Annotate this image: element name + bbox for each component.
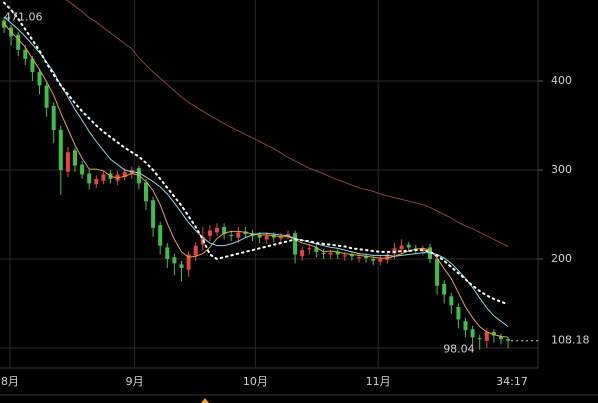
x-tick-label: 10月 — [243, 375, 268, 388]
candle-body — [44, 85, 49, 108]
min-label: 98.04 — [443, 343, 475, 356]
candle-body — [73, 150, 77, 166]
candle-body — [470, 329, 475, 338]
moving-average-line — [3, 16, 509, 328]
candle-body — [484, 331, 489, 341]
y-tick-label: 400 — [551, 74, 572, 87]
candle-body — [321, 252, 326, 254]
candle-body — [229, 234, 234, 236]
candle-body — [87, 173, 92, 184]
candle-body — [193, 245, 198, 256]
candle-body — [222, 226, 227, 235]
candle-body — [179, 264, 184, 268]
candle-body — [122, 171, 127, 178]
grid — [0, 0, 543, 368]
moving-average-line — [65, 0, 509, 247]
candle-body — [16, 34, 21, 50]
candle-body — [378, 258, 383, 262]
max-label: 471.06 — [4, 11, 43, 24]
moving-average-line — [3, 22, 509, 338]
candle-body — [442, 283, 447, 295]
moving-average-line — [3, 1, 510, 306]
candle-body — [264, 235, 269, 240]
y-tick-label: 300 — [551, 163, 572, 176]
candle-body — [406, 244, 411, 248]
candle-body — [278, 236, 283, 239]
candle-body — [257, 234, 262, 238]
candle-body — [286, 234, 290, 236]
candle-body — [307, 248, 312, 250]
candle-body — [491, 331, 496, 336]
candle-body — [449, 296, 454, 306]
candle-body — [435, 258, 440, 286]
labels: 34:17 200 300 400 8月 9月 10月 11月 108.18 98.04 471.… — [1, 11, 589, 388]
x-tick-label: 11月 — [366, 375, 391, 388]
candle-body — [357, 257, 361, 259]
candle-body — [364, 256, 369, 259]
candle-body — [158, 225, 163, 246]
candle-body — [385, 254, 390, 260]
candle-body — [101, 174, 106, 181]
candle-body — [342, 255, 347, 257]
x-tick-label: 8月 — [1, 375, 19, 388]
candle-body — [335, 251, 340, 255]
candle-body — [349, 254, 354, 257]
y-tick-label: 200 — [551, 252, 572, 265]
candle-body — [207, 230, 212, 236]
marker — [201, 398, 209, 403]
candle-body — [80, 164, 85, 175]
candle-body — [456, 307, 461, 320]
candle-body — [236, 232, 241, 238]
candle-body — [58, 129, 63, 170]
x-tick-label: 9月 — [126, 375, 144, 388]
plot — [2, 0, 511, 350]
candle-body — [477, 338, 482, 340]
candle-body — [23, 49, 28, 59]
candle-body — [499, 336, 503, 340]
candle-body — [2, 20, 6, 28]
last-price-label: 108.18 — [551, 334, 590, 347]
candle-body — [165, 247, 170, 259]
candle-body — [186, 254, 191, 270]
candle-body — [399, 245, 404, 250]
candle-body — [65, 152, 70, 172]
candle-body — [51, 105, 56, 130]
candle-body — [314, 247, 319, 252]
candle-body — [293, 233, 298, 255]
candle-body — [30, 58, 35, 73]
candle-body — [151, 200, 156, 228]
candle-body — [506, 339, 511, 341]
candle-body — [94, 178, 99, 185]
candle-body — [215, 227, 219, 233]
candle-body — [300, 250, 305, 257]
time-label: 34:17 — [496, 375, 528, 388]
candle-body — [37, 72, 42, 86]
candle-body — [328, 252, 333, 255]
candle-body — [144, 182, 148, 202]
candle-body — [371, 258, 376, 261]
candle-body — [463, 321, 468, 331]
candle-body — [172, 257, 177, 264]
